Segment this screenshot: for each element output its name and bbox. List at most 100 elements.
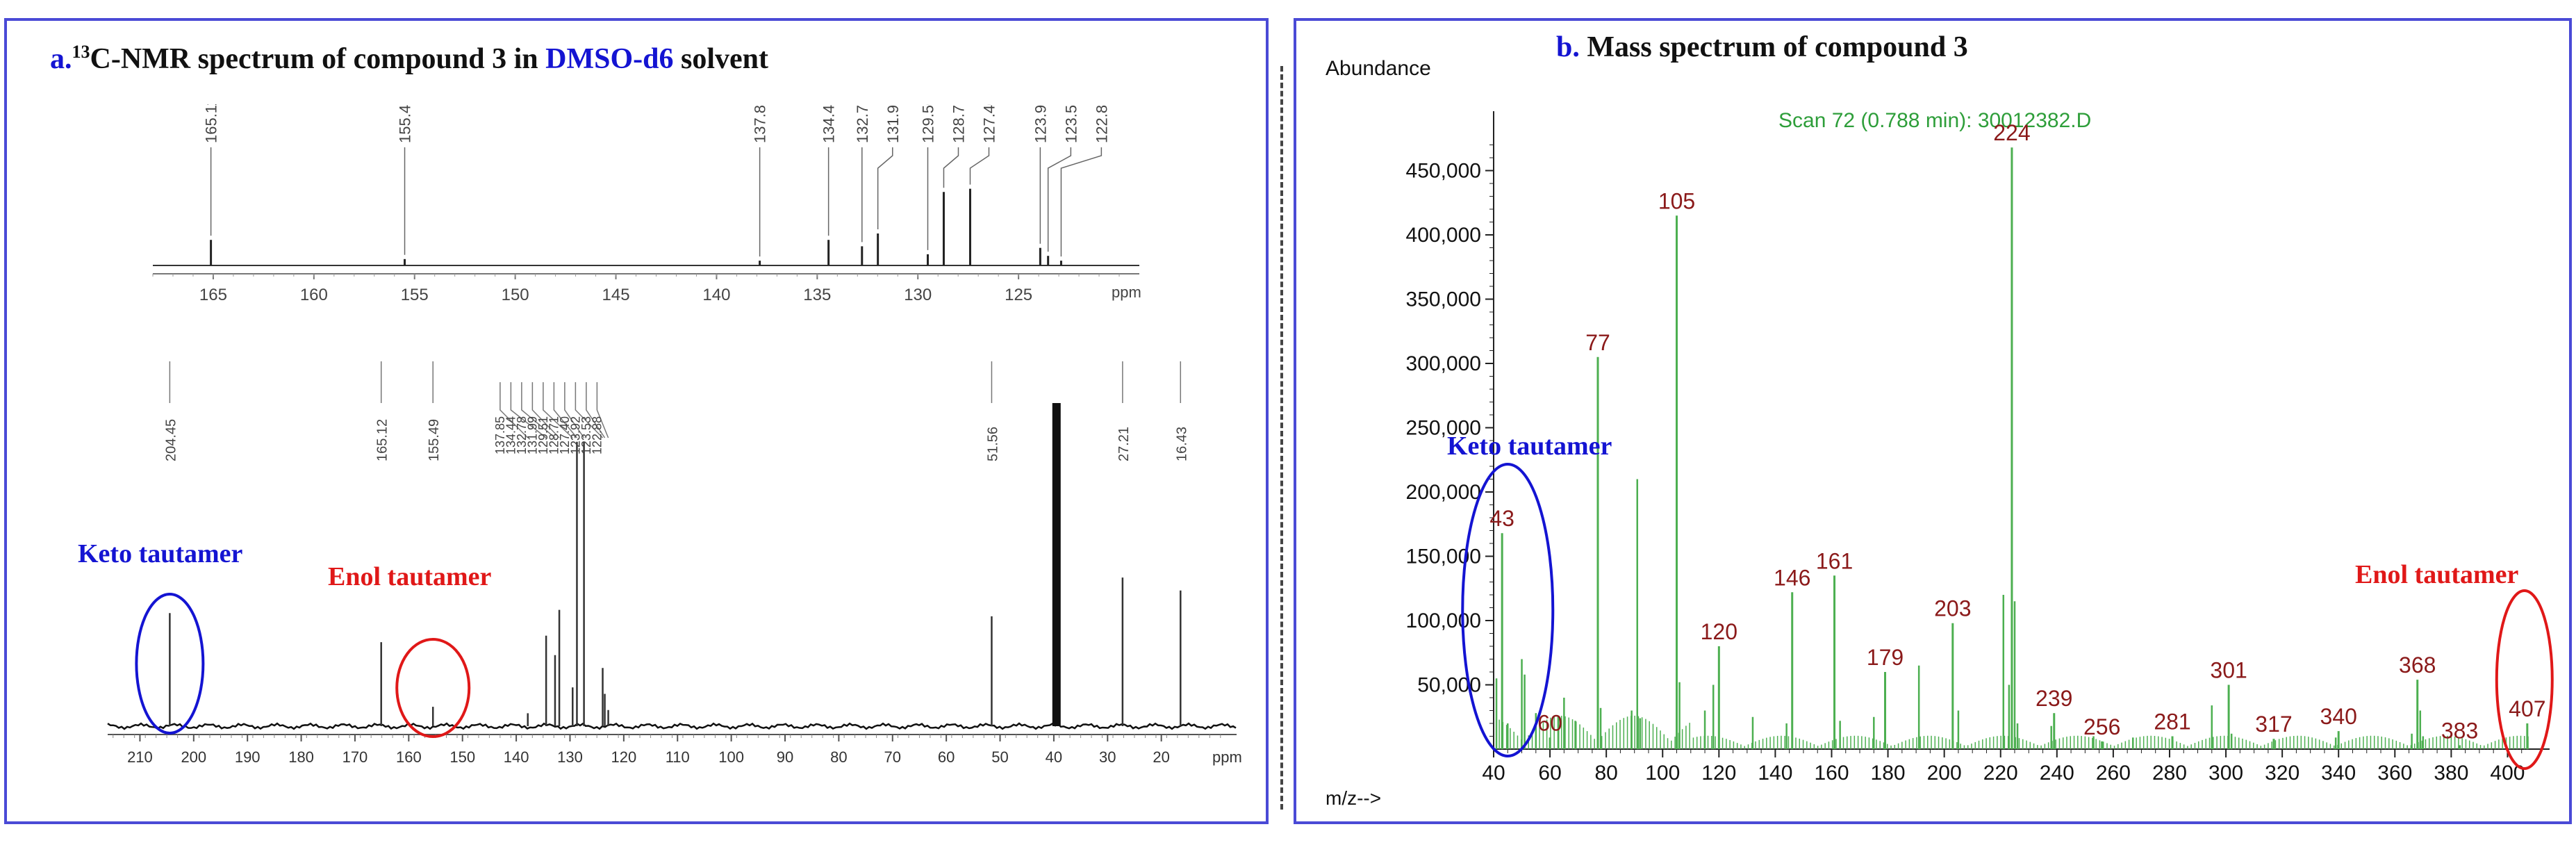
ms-x-tick-label: 400 bbox=[2490, 762, 2525, 785]
main-cluster-leader bbox=[521, 382, 556, 438]
top-x-tick-label: 155 bbox=[401, 286, 429, 304]
ms-enol-label: Enol tautamer bbox=[2355, 560, 2519, 589]
top-peak-label: 132.776 bbox=[854, 104, 871, 143]
top-x-tick-label: 130 bbox=[904, 286, 932, 304]
main-cluster-leader bbox=[553, 382, 578, 438]
mass-spectrum-panel bbox=[1294, 18, 2572, 824]
main-peak-label: 16.43 bbox=[1174, 427, 1189, 461]
ms-peak-label: 120 bbox=[1701, 619, 1737, 644]
top-x-tick-label: 145 bbox=[602, 286, 630, 304]
nmr-title-text: C-NMR spectrum of compound 3 in bbox=[90, 43, 546, 75]
main-x-tick-label: 120 bbox=[611, 748, 636, 766]
nmr-title-superscript: 13 bbox=[72, 42, 90, 62]
ms-x-tick-label: 320 bbox=[2265, 762, 2300, 785]
mass-spectrum-chart: Abundance Scan 72 (0.788 min): 30012382.D… bbox=[1326, 57, 2554, 809]
top-peak-label: 129.508 bbox=[919, 104, 936, 143]
ms-peak-label: 224 bbox=[1993, 120, 2030, 145]
main-peak-label: 51.56 bbox=[985, 427, 1000, 461]
ms-y-tick-label: 450,000 bbox=[1406, 160, 1481, 183]
ms-y-tick-label: 100,000 bbox=[1406, 609, 1481, 632]
main-cluster-label: 123.92 bbox=[568, 416, 582, 454]
ms-peak-label: 203 bbox=[1934, 596, 1971, 621]
ms-x-tick-label: 260 bbox=[2096, 762, 2131, 785]
nmr-enol-label: Enol tautamer bbox=[328, 562, 492, 591]
main-x-tick-label: 180 bbox=[288, 748, 314, 766]
top-peak-leader bbox=[1060, 147, 1103, 257]
main-x-tick-label: 210 bbox=[127, 748, 153, 766]
main-solvent-peak bbox=[1052, 403, 1061, 726]
ms-x-tick-label: 300 bbox=[2208, 762, 2243, 785]
ms-y-tick-label: 350,000 bbox=[1406, 288, 1481, 311]
main-cluster-label: 127.40 bbox=[558, 416, 572, 454]
main-cluster-leader bbox=[586, 382, 606, 438]
main-x-tick-label: 170 bbox=[342, 748, 368, 766]
ms-x-tick-label: 80 bbox=[1594, 762, 1617, 785]
main-peak-label: 27.21 bbox=[1116, 427, 1132, 461]
ms-peak-label: 383 bbox=[2441, 718, 2478, 743]
top-peak-label: 134.437 bbox=[820, 104, 838, 143]
top-peak-label: 165.115 bbox=[203, 104, 220, 143]
main-cluster-label: 122.88 bbox=[590, 416, 604, 454]
ms-x-tick-label: 100 bbox=[1645, 762, 1680, 785]
main-peak-label: 155.49 bbox=[427, 419, 442, 461]
main-x-tick-label: 110 bbox=[666, 748, 690, 766]
ms-y-tick-label: 150,000 bbox=[1406, 545, 1481, 568]
ms-panel-letter: b. bbox=[1556, 31, 1580, 63]
main-cluster-label: 132.78 bbox=[515, 416, 529, 454]
ms-x-tick-label: 220 bbox=[1983, 762, 2018, 785]
top-x-tick-label: 160 bbox=[300, 286, 328, 304]
ms-peak-label: 77 bbox=[1585, 330, 1610, 355]
ms-keto-label: Keto tautamer bbox=[1447, 432, 1612, 461]
nmr-full-spectrum: 210 200 190 180 170 160 150 140 130 120 110 100 90 80… bbox=[107, 361, 1242, 766]
top-peak-label: 131.987 bbox=[884, 104, 902, 143]
main-cluster-leader bbox=[596, 382, 609, 438]
ms-peak-label: 281 bbox=[2154, 709, 2190, 735]
main-x-tick-label: 70 bbox=[884, 748, 901, 766]
ms-x-tick-label: 280 bbox=[2152, 762, 2187, 785]
top-peak-leader bbox=[1047, 147, 1072, 252]
top-peak-label: 122.884 bbox=[1093, 104, 1110, 143]
main-cluster-label: 131.99 bbox=[525, 416, 539, 454]
main-x-tick-label: 60 bbox=[938, 748, 955, 766]
nmr-expanded-spectrum: 165 160 155 150 145 140 135 130 125 ppm 165.115 155… bbox=[152, 104, 1141, 304]
main-x-tick-label: 30 bbox=[1099, 748, 1116, 766]
ms-peak-label: 43 bbox=[1489, 506, 1514, 531]
main-peak-label: 204.45 bbox=[163, 419, 179, 461]
top-x-tick-label: 165 bbox=[199, 286, 227, 304]
main-cluster-leader bbox=[531, 382, 560, 438]
main-cluster-leader bbox=[499, 382, 529, 438]
main-cluster-label: 128.71 bbox=[547, 416, 561, 454]
top-peak-leader bbox=[877, 147, 893, 229]
top-x-tick-label: 135 bbox=[803, 286, 831, 304]
ms-peak-label: 256 bbox=[2083, 714, 2120, 739]
main-x-tick-label: 190 bbox=[235, 748, 261, 766]
main-cluster-label: 134.44 bbox=[504, 416, 518, 454]
main-cluster-leader bbox=[543, 382, 573, 438]
main-x-tick-label: 150 bbox=[449, 748, 475, 766]
ms-peak-label: 60 bbox=[1537, 710, 1562, 735]
main-cluster-label: 137.85 bbox=[493, 416, 507, 454]
ms-peak-label: 317 bbox=[2255, 712, 2292, 737]
top-peak-leader bbox=[969, 147, 990, 185]
top-peak-label: 123.532 bbox=[1062, 104, 1080, 143]
ms-panel-title: b. Mass spectrum of compound 3 bbox=[1556, 31, 1968, 64]
top-peak-label: 137.854 bbox=[752, 104, 769, 143]
main-peak-label: 165.12 bbox=[375, 419, 390, 461]
panel-separator bbox=[1280, 66, 1283, 810]
ms-title-text: Mass spectrum of compound 3 bbox=[1579, 31, 1968, 63]
main-x-tick-label: 50 bbox=[991, 748, 1008, 766]
ms-x-tick-label: 380 bbox=[2434, 762, 2468, 785]
ms-peak-label: 146 bbox=[1774, 565, 1810, 590]
ms-scan-info: Scan 72 (0.788 min): 30012382.D bbox=[1778, 109, 2091, 132]
main-x-tick-label: 200 bbox=[181, 748, 206, 766]
ms-x-axis-label: m/z--> bbox=[1326, 787, 1381, 809]
main-x-tick-label: 160 bbox=[396, 748, 422, 766]
keto-highlight-ellipse bbox=[135, 593, 205, 735]
top-x-tick-label: 125 bbox=[1005, 286, 1032, 304]
ms-peak-label: 407 bbox=[2509, 696, 2545, 721]
ms-y-tick-label: 300,000 bbox=[1406, 352, 1481, 375]
ms-enol-highlight-ellipse bbox=[2495, 589, 2554, 770]
enol-highlight-ellipse bbox=[395, 638, 471, 738]
ms-x-tick-label: 240 bbox=[2040, 762, 2074, 785]
nmr-panel-letter: a. bbox=[50, 43, 72, 75]
